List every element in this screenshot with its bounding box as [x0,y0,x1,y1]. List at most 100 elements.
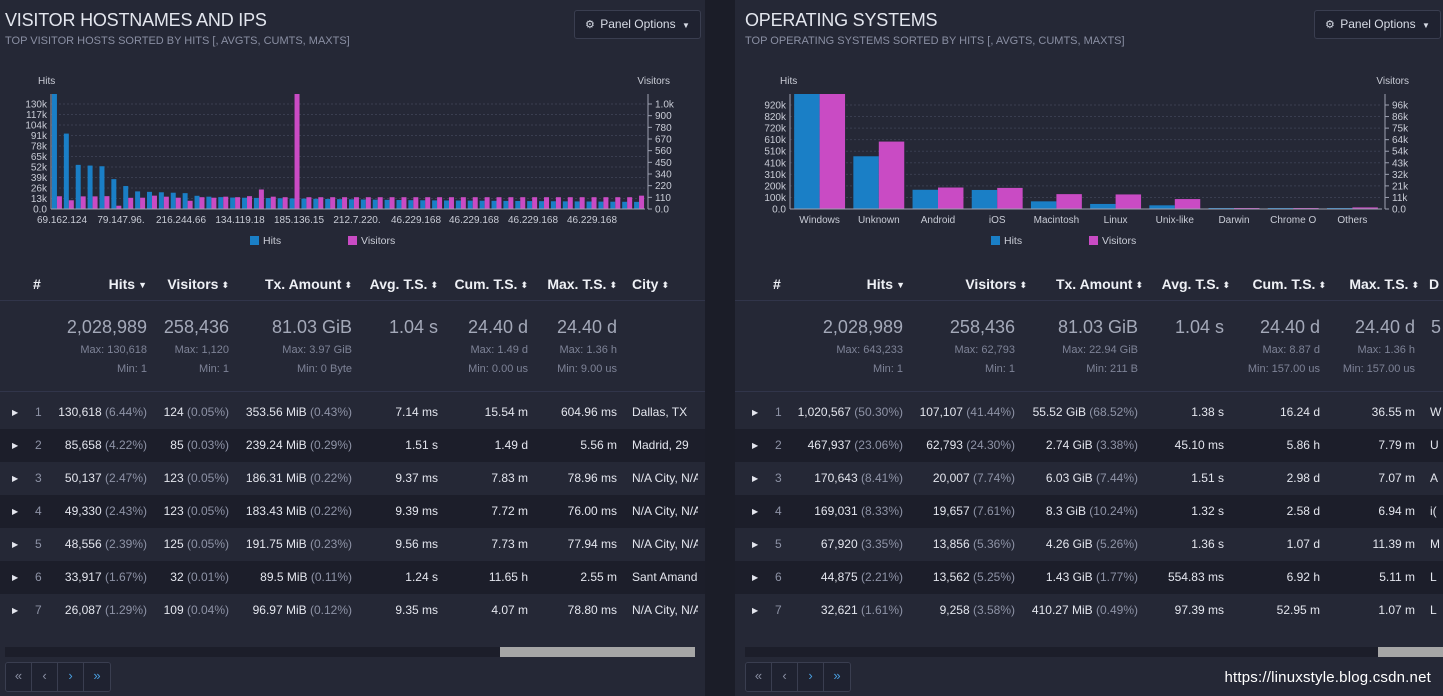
table-row[interactable]: ▶ 7 32,621 (1.61%) 9,258 (3.58%) 410.27 MiB … [735,594,1443,627]
expand-row-icon[interactable]: ▶ [12,441,19,450]
bar-visitors [567,197,573,209]
last-page-button[interactable]: » [824,663,850,691]
table-row[interactable]: ▶ 1 1,020,567 (50.30%) 107,107 (41.44%) 55.5… [735,396,1443,429]
cell-last-column: L [1430,603,1437,617]
y-tick-label-left: 39k [31,173,48,184]
scrollbar-thumb[interactable] [1378,647,1443,657]
col-visitors[interactable]: Visitors ⬍ [167,276,229,292]
expand-row-icon[interactable]: ▶ [752,474,759,483]
x-tick-label: Darwin [1218,215,1249,226]
cell-hits: 85,658 (4.22%) [64,438,147,452]
cell-tx-amount: 96.97 MiB (0.12%) [252,603,352,617]
col-hits[interactable]: Hits ▼ [866,276,905,292]
expand-row-icon[interactable]: ▶ [12,540,19,549]
bar-visitors [938,187,964,209]
horizontal-scrollbar[interactable] [745,647,1443,657]
expand-row-icon[interactable]: ▶ [12,474,19,483]
table-row[interactable]: ▶ 2 85,658 (4.22%) 85 (0.03%) 239.24 MiB (0.… [0,429,705,462]
expand-row-icon[interactable]: ▶ [752,507,759,516]
summary-hits: 2,028,989 Max: 130,618 Min: 1 [66,317,147,375]
expand-row-icon[interactable]: ▶ [752,606,759,615]
col-avg-ts[interactable]: Avg. T.S. ⬍ [1161,276,1230,292]
col-max-ts[interactable]: Max. T.S. ⬍ [547,276,617,292]
cell-last-column: N/A City, N/A [632,603,698,617]
table-row[interactable]: ▶ 5 67,920 (3.35%) 13,856 (5.36%) 4.26 GiB (… [735,528,1443,561]
bar-hits [348,199,354,209]
col-cum-ts[interactable]: Cum. T.S. ⬍ [1252,276,1326,292]
horizontal-scrollbar[interactable] [5,647,695,657]
expand-row-icon[interactable]: ▶ [752,573,759,582]
y-tick-label-right: 450 [655,158,672,169]
panel-options-button[interactable]: ⚙ Panel Options ▼ [1314,10,1441,39]
y-tick-label-left: 117k [26,110,48,121]
table-row[interactable]: ▶ 3 170,643 (8.41%) 20,007 (7.74%) 6.03 GiB … [735,462,1443,495]
watermark: https://linuxstyle.blog.csdn.net [1224,669,1431,686]
bar-hits [194,195,200,209]
first-page-button[interactable]: « [746,663,772,691]
y-tick-label-left: 13k [31,194,48,205]
col-index[interactable]: # [33,276,41,292]
col-tx-amount[interactable]: Tx. Amount ⬍ [264,276,352,292]
table-row[interactable]: ▶ 6 44,875 (2.21%) 13,562 (5.25%) 1.43 GiB (… [735,561,1443,594]
legend-visitors-swatch [348,236,357,245]
expand-row-icon[interactable]: ▶ [12,507,19,516]
bar-visitors [544,197,550,209]
bar-hits [408,200,414,209]
y-tick-label-left: 0.0 [33,205,47,216]
scrollbar-thumb[interactable] [500,647,695,657]
table-row[interactable]: ▶ 3 50,137 (2.47%) 123 (0.05%) 186.31 MiB (0… [0,462,705,495]
table-row[interactable]: ▶ 2 467,937 (23.06%) 62,793 (24.30%) 2.74 Gi… [735,429,1443,462]
expand-row-icon[interactable]: ▶ [12,573,19,582]
legend-hits-label: Hits [1004,235,1022,247]
col-hits[interactable]: Hits ▼ [108,276,147,292]
table-row[interactable]: ▶ 6 33,917 (1.67%) 32 (0.01%) 89.5 MiB (0.11… [0,561,705,594]
col-visitors[interactable]: Visitors ⬍ [965,276,1027,292]
col-tx-amount[interactable]: Tx. Amount ⬍ [1055,276,1143,292]
prev-page-button[interactable]: ‹ [772,663,798,691]
row-number: 4 [775,504,782,518]
bar-visitors [258,189,264,209]
cell-hits: 130,618 (6.44%) [58,405,147,419]
expand-row-icon[interactable]: ▶ [752,408,759,417]
expand-row-icon[interactable]: ▶ [12,606,19,615]
bar-visitors [1115,194,1142,209]
y-tick-label-left: 26k [31,184,48,195]
col-max-ts[interactable]: Max. T.S. ⬍ [1349,276,1419,292]
bar-visitors [163,196,169,209]
prev-page-button[interactable]: ‹ [32,663,58,691]
first-page-button[interactable]: « [6,663,32,691]
bar-hits [218,197,224,209]
col-cum-ts[interactable]: Cum. T.S. ⬍ [454,276,528,292]
col-avg-ts[interactable]: Avg. T.S. ⬍ [369,276,438,292]
cell-cum-ts: 11.65 h [488,570,528,584]
bar-visitors [425,197,431,209]
last-page-button[interactable]: » [84,663,110,691]
bar-hits [586,201,592,209]
cell-max-ts: 36.55 m [1371,405,1415,419]
expand-row-icon[interactable]: ▶ [12,408,19,417]
col-city[interactable]: City ⬍ [632,276,669,292]
bar-visitors [484,197,490,209]
table-row[interactable]: ▶ 1 130,618 (6.44%) 124 (0.05%) 353.56 MiB (… [0,396,705,429]
bar-hits [503,200,509,209]
cell-hits: 1,020,567 (50.30%) [797,405,903,419]
col-index[interactable]: # [773,276,781,292]
next-page-button[interactable]: › [58,663,84,691]
cell-cum-ts: 7.83 m [491,471,528,485]
panel-options-button[interactable]: ⚙ Panel Options ▼ [574,10,701,39]
row-number: 3 [775,471,782,485]
cell-tx-amount: 1.43 GiB (1.77%) [1045,570,1138,584]
cell-max-ts: 7.07 m [1378,471,1415,485]
next-page-button[interactable]: › [798,663,824,691]
table-row[interactable]: ▶ 5 48,556 (2.39%) 125 (0.05%) 191.75 MiB (0… [0,528,705,561]
col-extra[interactable]: D [1429,276,1440,292]
caret-down-icon: ▼ [1421,21,1430,30]
table-row[interactable]: ▶ 4 49,330 (2.43%) 123 (0.05%) 183.43 MiB (0… [0,495,705,528]
table-row[interactable]: ▶ 7 26,087 (1.29%) 109 (0.04%) 96.97 MiB (0.… [0,594,705,627]
table-header: # Hits ▼ Visitors ⬍ Tx. Amount ⬍ Avg. T.S. ⬍… [735,268,1443,301]
os-panel: OPERATING SYSTEMS TOP OPERATING SYSTEMS … [735,0,1443,696]
expand-row-icon[interactable]: ▶ [752,540,759,549]
expand-row-icon[interactable]: ▶ [752,441,759,450]
table-row[interactable]: ▶ 4 169,031 (8.33%) 19,657 (7.61%) 8.3 GiB (… [735,495,1443,528]
bar-hits [170,192,176,209]
